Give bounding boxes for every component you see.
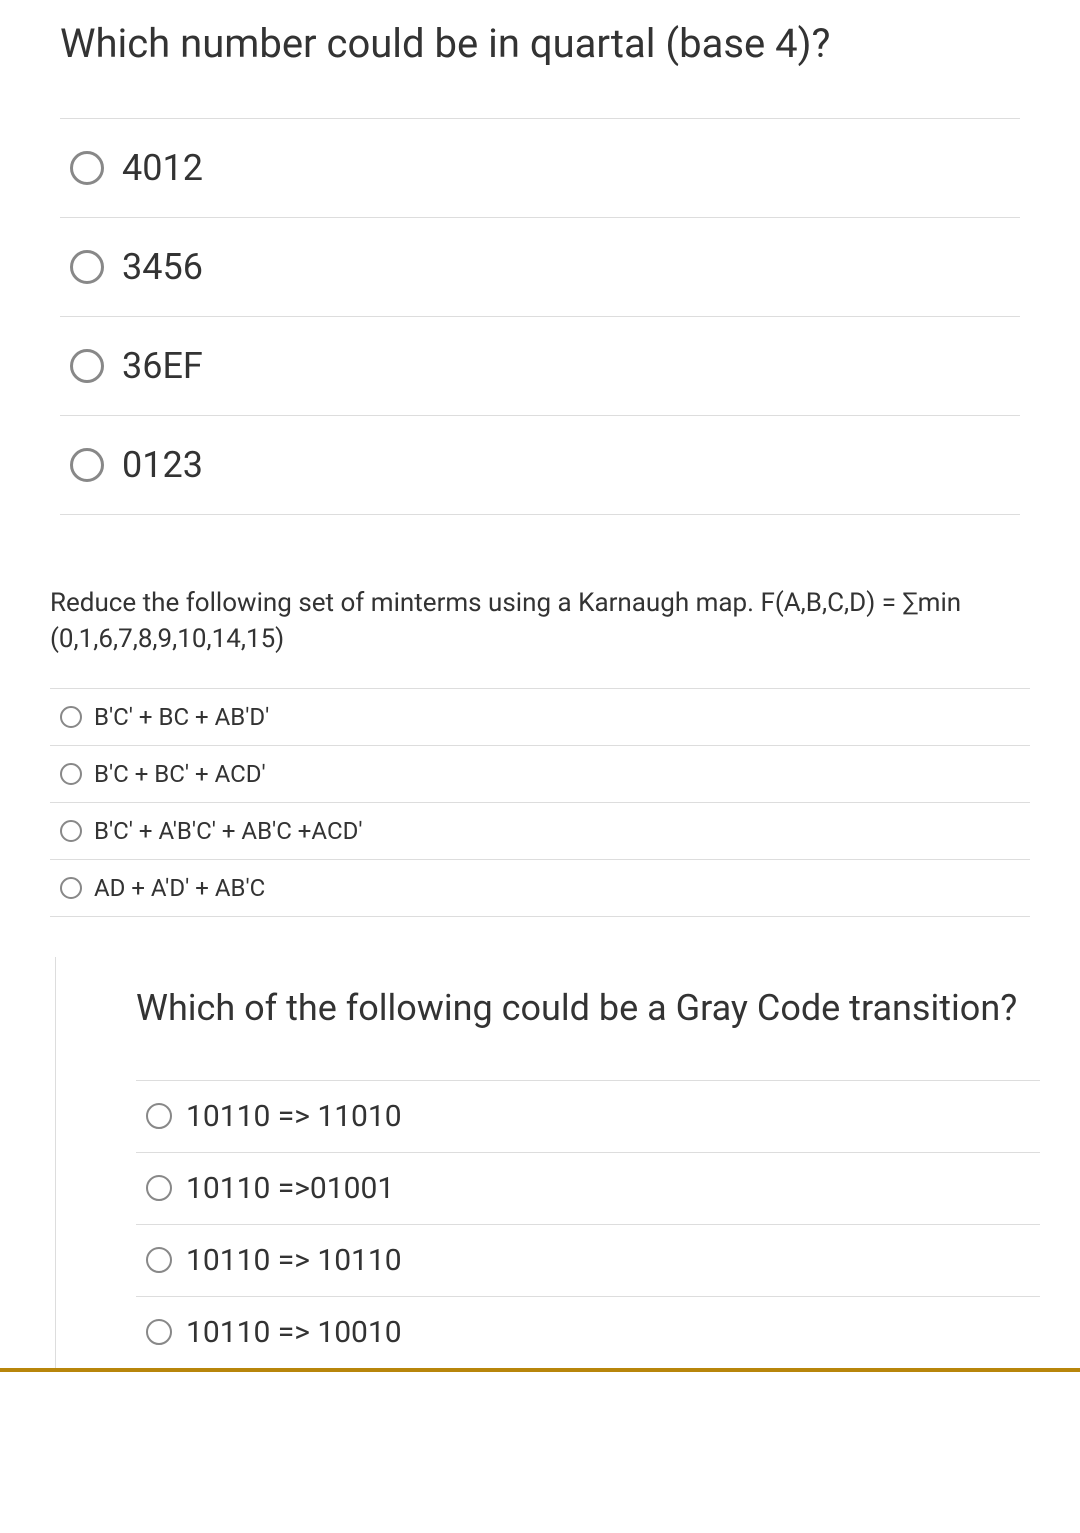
option-row[interactable]: 36EF <box>60 317 1020 416</box>
option-row[interactable]: 3456 <box>60 218 1020 317</box>
radio-icon[interactable] <box>146 1247 172 1273</box>
option-row[interactable]: 10110 => 10010 <box>136 1297 1040 1368</box>
option-row[interactable]: 0123 <box>60 416 1020 515</box>
question-1-prompt: Which number could be in quartal (base 4… <box>60 20 1020 68</box>
question-1-options: 4012 3456 36EF 0123 <box>60 118 1020 515</box>
question-1: Which number could be in quartal (base 4… <box>0 0 1080 555</box>
option-label: 3456 <box>122 246 203 288</box>
radio-icon[interactable] <box>70 151 104 185</box>
option-row[interactable]: B'C + BC' + ACD' <box>50 746 1030 803</box>
question-3-prompt: Which of the following could be a Gray C… <box>136 987 1040 1030</box>
radio-icon[interactable] <box>60 877 82 899</box>
option-row[interactable]: 10110 => 10110 <box>136 1225 1040 1297</box>
radio-icon[interactable] <box>146 1103 172 1129</box>
option-label: AD + A'D' + AB'C <box>94 874 265 902</box>
option-row[interactable]: B'C' + BC + AB'D' <box>50 689 1030 746</box>
radio-icon[interactable] <box>60 820 82 842</box>
option-row[interactable]: B'C' + A'B'C' + AB'C +ACD' <box>50 803 1030 860</box>
option-row[interactable]: AD + A'D' + AB'C <box>50 860 1030 917</box>
option-label: 0123 <box>122 444 203 486</box>
radio-icon[interactable] <box>70 448 104 482</box>
question-2: Reduce the following set of minterms usi… <box>0 555 1080 957</box>
option-row[interactable]: 4012 <box>60 119 1020 218</box>
option-row[interactable]: 10110 =>01001 <box>136 1153 1040 1225</box>
question-3-options: 10110 => 11010 10110 =>01001 10110 => 10… <box>136 1080 1040 1368</box>
option-label: 10110 => 10010 <box>186 1315 402 1350</box>
option-label: B'C + BC' + ACD' <box>94 760 266 788</box>
radio-icon[interactable] <box>60 763 82 785</box>
option-label: 10110 => 10110 <box>186 1243 402 1278</box>
question-3: Which of the following could be a Gray C… <box>55 957 1080 1368</box>
option-label: B'C' + A'B'C' + AB'C +ACD' <box>94 817 363 845</box>
question-2-options: B'C' + BC + AB'D' B'C + BC' + ACD' B'C' … <box>50 688 1030 917</box>
radio-icon[interactable] <box>146 1175 172 1201</box>
option-label: B'C' + BC + AB'D' <box>94 703 269 731</box>
radio-icon[interactable] <box>146 1319 172 1345</box>
option-label: 36EF <box>122 345 203 387</box>
radio-icon[interactable] <box>60 706 82 728</box>
radio-icon[interactable] <box>70 349 104 383</box>
option-label: 10110 =>01001 <box>186 1171 394 1206</box>
radio-icon[interactable] <box>70 250 104 284</box>
option-label: 10110 => 11010 <box>186 1099 402 1134</box>
option-label: 4012 <box>122 147 203 189</box>
option-row[interactable]: 10110 => 11010 <box>136 1081 1040 1153</box>
bottom-accent-bar <box>0 1368 1080 1372</box>
question-2-prompt: Reduce the following set of minterms usi… <box>50 585 1030 658</box>
